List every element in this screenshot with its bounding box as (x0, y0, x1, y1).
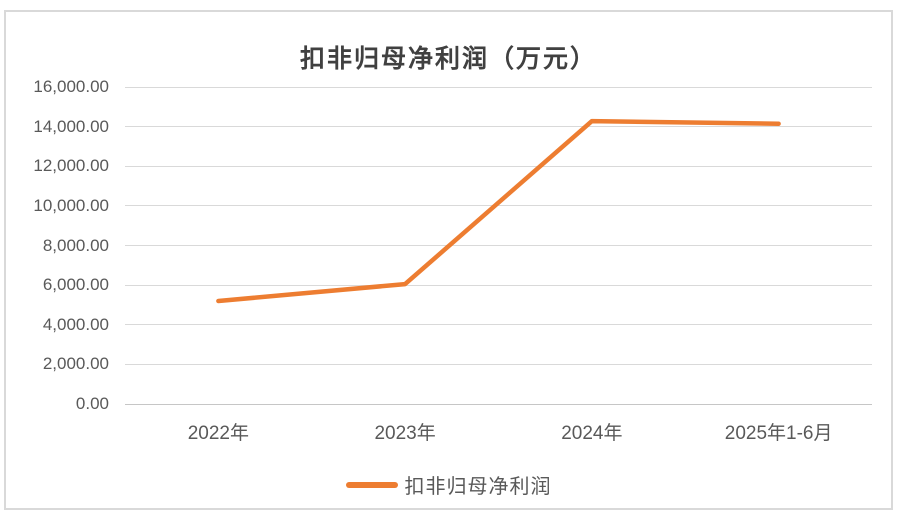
y-axis: 0.00 2,000.00 4,000.00 6,000.00 8,000.00 10,0… (6, 77, 115, 413)
y-axis-tick-label: 0.00 (75, 394, 109, 413)
chart-frame: 扣非归母净利润（万元） 0.00 2,000.00 4,000.00 6,000.00… (4, 10, 893, 510)
gridline (125, 245, 872, 246)
x-axis-tick-label: 2025年1-6月 (724, 423, 833, 444)
legend-line-swatch (345, 481, 398, 488)
plot-area (125, 86, 872, 405)
x-axis-tick-label: 2024年 (561, 423, 623, 444)
y-axis-tick-label: 10,000.00 (33, 195, 109, 215)
legend: 扣非归母净利润 (6, 470, 891, 499)
y-axis-tick-label: 16,000.00 (33, 77, 109, 96)
x-axis-line (125, 403, 872, 405)
series-line (216, 118, 781, 304)
x-axis-tick-label: 2022年 (187, 423, 250, 444)
gridline (125, 126, 872, 128)
y-axis-tick-label: 6,000.00 (42, 275, 109, 295)
chart-title: 扣非归母净利润（万元） (299, 46, 597, 73)
gridline (125, 324, 872, 326)
gridline (125, 86, 872, 88)
legend-series-label: 扣非归母净利润 (404, 476, 552, 498)
gridline (125, 363, 872, 365)
y-axis-tick-label: 4,000.00 (42, 314, 109, 334)
y-axis-tick-label: 8,000.00 (42, 235, 109, 255)
gridline (125, 165, 872, 167)
y-axis-tick-label: 14,000.00 (33, 116, 109, 136)
gridline (125, 205, 872, 207)
y-axis-tick-label: 12,000.00 (33, 156, 109, 176)
y-axis-tick-label: 2,000.00 (42, 354, 109, 374)
series-plot (216, 118, 781, 304)
x-axis-tick-label: 2023年 (374, 423, 436, 444)
x-axis: 2022年 2023年 2024年 2025年1-6月 (125, 420, 872, 448)
gridline (125, 284, 872, 286)
